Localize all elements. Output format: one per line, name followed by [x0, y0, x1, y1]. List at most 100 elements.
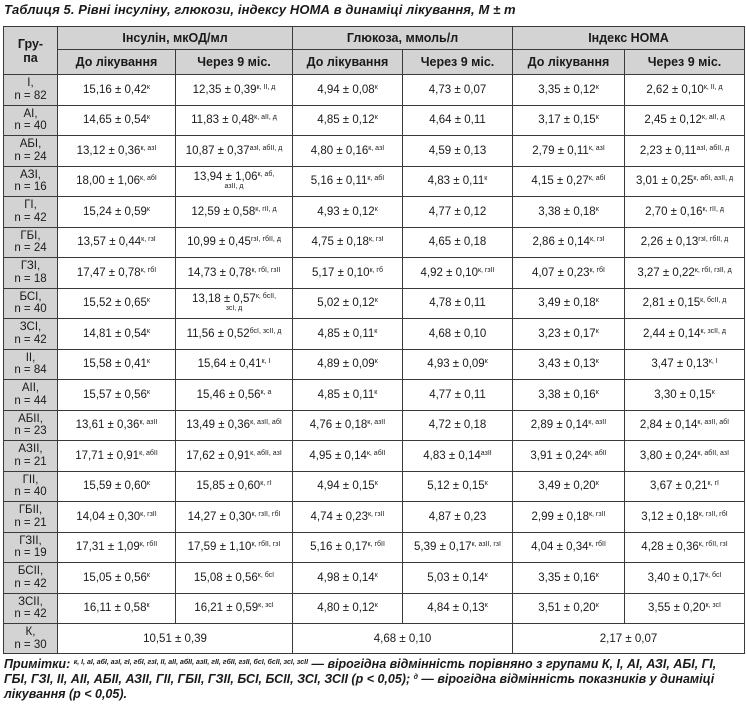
value-cell: 14,04 ± 0,30к, гзII — [57, 501, 176, 533]
value-cell: 3,67 ± 0,21к, гI — [624, 470, 745, 502]
value-cell: 4,92 ± 0,10к, гзII — [402, 257, 513, 289]
table-row: ГЗII, n = 19 17,31 ± 1,09к, гбII 17,59 ± 1,… — [3, 531, 745, 563]
value-cell: 2,84 ± 0,14к, aзII, aбI — [624, 409, 745, 441]
header-before: До лікування — [512, 49, 625, 75]
group-cell: AI, n = 40 — [3, 104, 58, 136]
table-row: AЗII, n = 21 17,71 ± 0,91к, aбII 17,62 ± 0,… — [3, 440, 745, 472]
value-cell: 3,51 ± 0,20к — [512, 592, 625, 624]
value-cell: 2,62 ± 0,10к, II, д — [624, 74, 745, 106]
group-cell: ЗСI, n = 42 — [3, 318, 58, 350]
group-cell: К, n = 30 — [3, 623, 58, 654]
group-cell: БСII, n = 42 — [3, 562, 58, 594]
value-cell: 4,93 ± 0,09к — [402, 348, 513, 380]
value-cell: 5,12 ± 0,15к — [402, 470, 513, 502]
value-cell: 3,30 ± 0,15к — [624, 379, 745, 411]
value-cell: 4,15 ± 0,27к, aбI — [512, 165, 625, 197]
group-cell: AБI, n = 24 — [3, 135, 58, 167]
value-cell: 15,57 ± 0,56к — [57, 379, 176, 411]
value-cell: 3,40 ± 0,17к, бсI — [624, 562, 745, 594]
value-cell: 2,79 ± 0,11к, aзI — [512, 135, 625, 167]
value-cell: 5,16 ± 0,11к, aбI — [292, 165, 403, 197]
table-row: AБII, n = 23 13,61 ± 0,36к, aзII 13,49 ± 0,… — [3, 409, 745, 441]
value-cell: 15,64 ± 0,41к, I — [175, 348, 293, 380]
value-cell: 5,16 ± 0,17к, гбII — [292, 531, 403, 563]
group-cell: ГЗI, n = 18 — [3, 257, 58, 289]
value-cell: 10,51 ± 0,39 — [57, 623, 293, 654]
group-cell: AЗI, n = 16 — [3, 165, 58, 197]
header-before: До лікування — [292, 49, 403, 75]
table-row: AЗI, n = 16 18,00 ± 1,06к, aбI 13,94 ± 1,06… — [3, 165, 745, 197]
header-insulin: Інсулін, мкОД/мл — [57, 26, 293, 50]
value-cell: 4,85 ± 0,11к — [292, 318, 403, 350]
value-cell: 4,87 ± 0,23 — [402, 501, 513, 533]
table-caption: Таблиця 5. Рівні інсуліну, глюкози, інде… — [4, 2, 516, 17]
table-row: ЗСII, n = 42 16,11 ± 0,58к 16,21 ± 0,59к, з… — [3, 592, 745, 624]
group-cell: БСI, n = 40 — [3, 287, 58, 319]
value-cell: 2,70 ± 0,16к, гII, д — [624, 196, 745, 228]
value-cell: 3,27 ± 0,22к, гбI, гзII, д — [624, 257, 745, 289]
value-cell: 2,26 ± 0,13гзI, гбII, д — [624, 226, 745, 258]
value-cell: 15,08 ± 0,56к, бсI — [175, 562, 293, 594]
value-cell: 2,45 ± 0,12к, aII, д — [624, 104, 745, 136]
table-body: I, n = 82 15,16 ± 0,42к 12,35 ± 0,39к, II, … — [3, 74, 745, 654]
value-cell: 13,61 ± 0,36к, aзII — [57, 409, 176, 441]
results-table: Гру-па Інсулін, мкОД/мл Глюкоза, ммоль/л… — [3, 26, 745, 654]
group-cell: AБII, n = 23 — [3, 409, 58, 441]
group-cell: ГБII, n = 21 — [3, 501, 58, 533]
notes-text-groups: — вірогідна відмінність порівняно з груп… — [4, 657, 717, 686]
value-cell: 4,85 ± 0,12к — [292, 104, 403, 136]
value-cell: 14,65 ± 0,54к — [57, 104, 176, 136]
value-cell: 13,12 ± 0,36к, aзI — [57, 135, 176, 167]
header-after: Через 9 міс. — [624, 49, 745, 75]
value-cell: 3,91 ± 0,24к, aбII — [512, 440, 625, 472]
value-cell: 4,89 ± 0,09к — [292, 348, 403, 380]
value-cell: 3,55 ± 0,20к, зсI — [624, 592, 745, 624]
group-cell: AЗII, n = 21 — [3, 440, 58, 472]
header-glucose: Глюкоза, ммоль/л — [292, 26, 513, 50]
group-cell: ГЗII, n = 19 — [3, 531, 58, 563]
table-row: AБI, n = 24 13,12 ± 0,36к, aзI 10,87 ± 0,37… — [3, 135, 745, 167]
notes-text-dynamics: — вірогідна відмінність показників у дин… — [4, 672, 715, 701]
value-cell: 4,76 ± 0,18к, aзII — [292, 409, 403, 441]
value-cell: 13,57 ± 0,44к, гзI — [57, 226, 176, 258]
value-cell: 16,11 ± 0,58к — [57, 592, 176, 624]
value-cell: 18,00 ± 1,06к, aбI — [57, 165, 176, 197]
value-cell: 4,83 ± 0,14aзII — [402, 440, 513, 472]
group-cell: ГБI, n = 24 — [3, 226, 58, 258]
value-cell: 14,81 ± 0,54к — [57, 318, 176, 350]
table-notes: Примітки: к, I, aI, aбI, aзI, гI, гбI, г… — [4, 657, 742, 702]
value-cell: 3,35 ± 0,12к — [512, 74, 625, 106]
value-cell: 12,35 ± 0,39к, II, д — [175, 74, 293, 106]
value-cell: 15,46 ± 0,56к, a — [175, 379, 293, 411]
group-cell: II, n = 84 — [3, 348, 58, 380]
value-cell: 3,49 ± 0,18к — [512, 287, 625, 319]
value-cell: 3,35 ± 0,16к — [512, 562, 625, 594]
value-cell: 4,94 ± 0,08к — [292, 74, 403, 106]
value-cell: 11,56 ± 0,52бсI, зсII, д — [175, 318, 293, 350]
header-homa: Індекс НОМА — [512, 26, 745, 50]
value-cell: 2,23 ± 0,11aзI, aбII, д — [624, 135, 745, 167]
table-row: ГII, n = 40 15,59 ± 0,60к 15,85 ± 0,60к, гI… — [3, 470, 745, 502]
value-cell: 5,17 ± 0,10к, гб — [292, 257, 403, 289]
value-cell: 2,81 ± 0,15к, бсII, д — [624, 287, 745, 319]
value-cell: 15,59 ± 0,60к — [57, 470, 176, 502]
value-cell: 15,58 ± 0,41к — [57, 348, 176, 380]
value-cell: 5,02 ± 0,12к — [292, 287, 403, 319]
value-cell: 4,98 ± 0,14к — [292, 562, 403, 594]
value-cell: 17,47 ± 0,78к, гбI — [57, 257, 176, 289]
value-cell: 15,24 ± 0,59к — [57, 196, 176, 228]
value-cell: 3,38 ± 0,18к — [512, 196, 625, 228]
header-group: Гру-па — [3, 26, 58, 75]
value-cell: 4,04 ± 0,34к, гбII — [512, 531, 625, 563]
value-cell: 17,62 ± 0,91к, aбII, aзI — [175, 440, 293, 472]
value-cell: 4,77 ± 0,11 — [402, 379, 513, 411]
value-cell: 4,72 ± 0,18 — [402, 409, 513, 441]
value-cell: 2,89 ± 0,14к, aзII — [512, 409, 625, 441]
table-row: БСI, n = 40 15,52 ± 0,65к 13,18 ± 0,57к, бс… — [3, 287, 745, 319]
value-cell: 4,93 ± 0,12к — [292, 196, 403, 228]
value-cell: 3,17 ± 0,15к — [512, 104, 625, 136]
header-after: Через 9 міс. — [402, 49, 513, 75]
value-cell: 15,52 ± 0,65к — [57, 287, 176, 319]
value-cell: 14,27 ± 0,30к, гзII, гбI — [175, 501, 293, 533]
